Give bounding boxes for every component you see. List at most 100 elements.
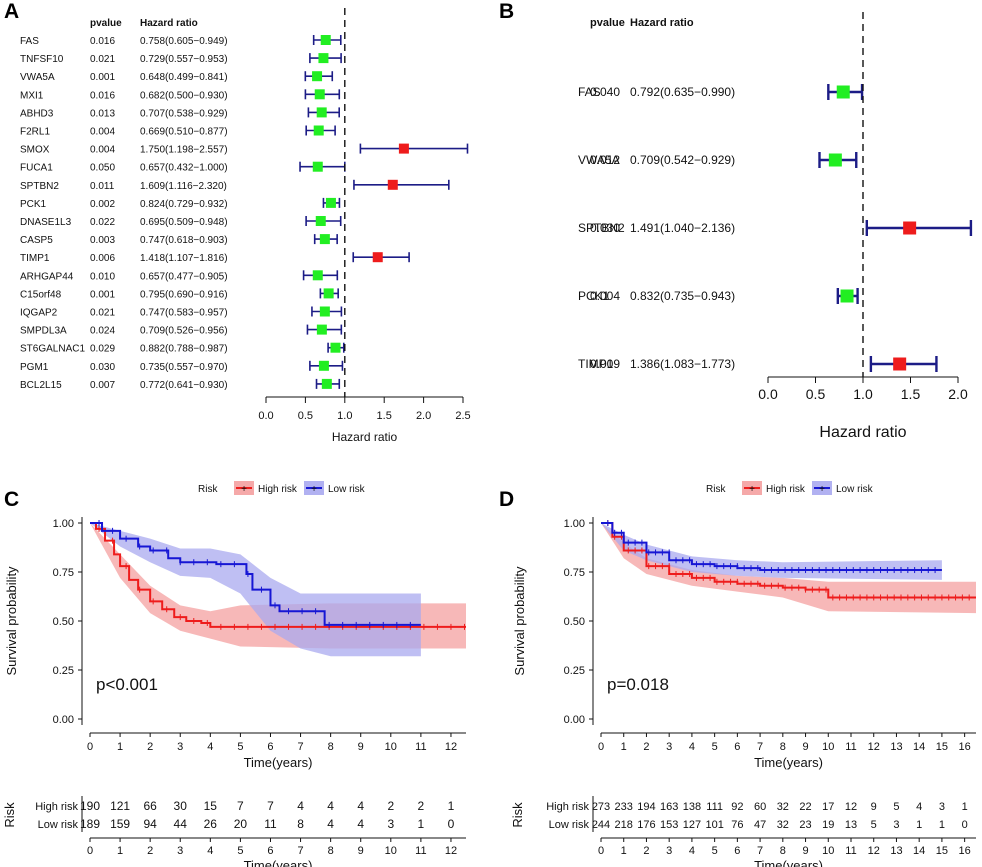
y-tick-label: 0.25 [564,665,585,677]
risk-count: 233 [615,801,633,813]
risk-table-x-tick-label: 2 [643,845,649,857]
x-tick-label: 3 [666,741,672,753]
risk-count: 190 [80,799,100,813]
hazard-point-protective [318,53,329,64]
pvalue-cell: 0.021 [90,54,115,65]
hazard-ratio-cell: 0.824(0.729−0.932) [140,199,228,210]
x-tick-label: 0 [598,741,604,753]
x-tick-label: 7 [757,741,763,753]
ci-band-high-risk [601,523,976,614]
risk-table-x-tick-label: 16 [959,845,971,857]
risk-table-title: Risk [2,802,17,828]
risk-table-x-tick-label: 15 [936,845,948,857]
x-tick-label: 6 [734,741,740,753]
gene-label: BCL2L15 [20,380,62,391]
risk-count: 94 [143,817,157,831]
risk-table-x-tick-label: 3 [177,845,183,857]
risk-count: 4 [327,799,334,813]
hazard-point-risk [372,252,383,263]
x-tick-label: 10 [385,741,397,753]
risk-count: 4 [357,799,364,813]
hazard-point-protective [316,107,327,118]
risk-count: 44 [174,817,188,831]
risk-table-x-tick-label: 4 [689,845,695,857]
risk-count: 1 [962,801,968,813]
risk-count: 194 [637,801,655,813]
risk-count: 244 [592,819,610,831]
risk-count: 111 [706,801,723,813]
x-tick-label: 4 [689,741,695,753]
hazard-ratio-cell: 0.695(0.509−0.948) [140,217,228,228]
hazard-ratio-cell: 0.648(0.499−0.841) [140,72,228,83]
risk-table-x-tick-label: 2 [147,845,153,857]
risk-table-x-title: Time(years) [754,858,823,867]
x-tick-label: 0.5 [806,386,826,402]
risk-count: 3 [893,819,899,831]
hazard-point-protective [314,89,325,100]
risk-count: 22 [799,801,811,813]
y-axis-title: Survival probability [4,566,19,676]
y-tick-label: 0.75 [53,567,74,579]
risk-count: 26 [204,817,218,831]
hazard-ratio-cell: 0.657(0.432−1.000) [140,163,228,174]
gene-label: VWA5A [20,72,55,83]
gene-label: ABHD3 [20,108,54,119]
risk-count: 7 [267,799,274,813]
risk-count: 15 [204,799,218,813]
x-axis-title: Time(years) [244,755,313,770]
risk-table-x-tick-label: 12 [445,845,457,857]
risk-count: 163 [660,801,678,813]
y-tick-label: 1.00 [53,518,74,530]
x-tick-label: 6 [267,741,273,753]
x-tick-label: 11 [415,741,426,753]
risk-count: 273 [592,801,610,813]
x-tick-label: 2 [643,741,649,753]
y-tick-label: 0.50 [53,616,74,628]
risk-table-row-label: High risk [35,801,78,813]
gene-label: PCK1 [20,199,47,210]
risk-count: 76 [731,819,743,831]
hazard-ratio-cell: 0.882(0.788−0.987) [140,344,228,355]
pvalue-cell: 0.006 [90,253,115,264]
risk-count: 2 [418,799,425,813]
x-axis-title: Hazard ratio [332,430,398,444]
hazard-ratio-cell: 0.772(0.641−0.930) [140,380,228,391]
hazard-ratio-cell: 0.709(0.526−0.956) [140,326,228,337]
x-tick-label: 7 [297,741,303,753]
risk-count: 13 [845,819,857,831]
x-tick-label: 5 [237,741,243,753]
risk-count: 8 [297,817,304,831]
x-tick-label: 14 [913,741,925,753]
x-tick-label: 13 [890,741,902,753]
x-tick-label: 2.0 [948,386,968,402]
x-tick-label: 3 [177,741,183,753]
hazard-ratio-cell: 0.747(0.583−0.957) [140,308,228,319]
pvalue-cell: 0.012 [590,153,620,167]
x-tick-label: 9 [358,741,364,753]
risk-count: 66 [143,799,157,813]
risk-table-x-tick-label: 13 [890,845,902,857]
panel-letter-c: C [4,488,20,511]
x-tick-label: 8 [780,741,786,753]
pvalue-cell: 0.007 [90,380,115,391]
gene-label: VWA5A [578,153,620,167]
hazard-ratio-cell: 1.386(1.083−1.773) [630,357,735,371]
risk-count: 92 [731,801,743,813]
x-tick-label: 1 [117,741,123,753]
risk-table-row-label: High risk [546,801,589,813]
legend-title: Risk [706,484,726,495]
x-tick-label: 1.5 [377,410,392,422]
p-value-annotation: p<0.001 [96,675,158,694]
risk-count: 17 [822,801,834,813]
hazard-ratio-cell: 0.795(0.690−0.916) [140,289,228,300]
pvalue-cell: 0.016 [90,90,115,101]
risk-table-x-tick-label: 5 [237,845,243,857]
panel-letter-a: A [4,0,20,23]
hazard-ratio-cell: 0.729(0.557−0.953) [140,54,228,65]
pvalue-cell: 0.003 [90,235,115,246]
hazard-point-protective [313,125,324,136]
hazard-ratio-cell: 0.669(0.510−0.877) [140,127,228,138]
legend-label: Low risk [328,484,366,495]
risk-count: 60 [754,801,766,813]
hazard-ratio-cell: 1.491(1.040−2.136) [630,221,735,235]
